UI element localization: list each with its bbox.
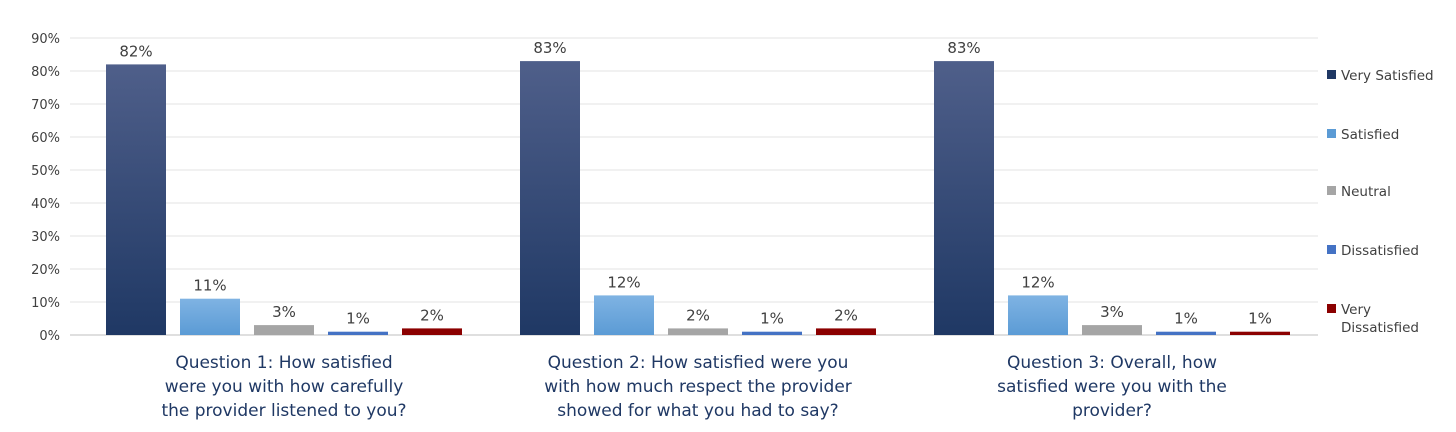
bar (180, 298, 240, 335)
legend-swatch (1327, 70, 1336, 79)
data-label: 2% (686, 306, 710, 324)
y-tick-label: 40% (31, 197, 60, 212)
bar (1230, 331, 1290, 335)
data-label: 82% (119, 42, 152, 60)
legend-label: Very Dissatisfied (1341, 302, 1419, 336)
y-tick-label: 20% (31, 263, 60, 278)
legend-swatch (1327, 186, 1336, 195)
data-label: 1% (346, 310, 370, 328)
legend: Very Satisfied Satisfied Neutral Dissatisfi… (1327, 68, 1434, 336)
y-tick-label: 90% (31, 32, 60, 47)
y-axis-ticks: 0% 10% 20% 30% 40% 50% 60% 70% 80% 90% (31, 32, 60, 344)
data-label: 1% (760, 310, 784, 328)
data-label: 2% (834, 306, 858, 324)
bar (742, 331, 802, 335)
bar (106, 64, 166, 336)
bar (1082, 325, 1142, 335)
bar (668, 328, 728, 335)
y-tick-label: 60% (31, 131, 60, 146)
data-label: 3% (272, 303, 296, 321)
bar (520, 61, 580, 335)
y-tick-label: 50% (31, 164, 60, 179)
data-label: 83% (947, 39, 980, 57)
category-label: Question 3: Overall, how satisfied were y… (997, 353, 1227, 421)
legend-label: Dissatisfied (1341, 243, 1419, 259)
category-label: Question 2: How satisfied were you with h… (544, 353, 852, 421)
data-label: 83% (533, 39, 566, 57)
bars (106, 61, 1290, 336)
y-tick-label: 10% (31, 296, 60, 311)
gridlines (70, 37, 1318, 336)
bar (1156, 331, 1216, 335)
legend-swatch (1327, 245, 1336, 254)
legend-swatch (1327, 304, 1336, 313)
bar (402, 328, 462, 335)
data-labels: 82% 83% 83% 11% 12% 12% 3% 2% 3% 1% 1% 1% 2% 2% 1% (119, 39, 1272, 328)
bar (254, 325, 314, 335)
data-label: 3% (1100, 303, 1124, 321)
bar (816, 328, 876, 335)
y-tick-label: 70% (31, 98, 60, 113)
category-label: Question 1: How satisfied were you with h… (161, 353, 406, 421)
data-label: 1% (1174, 310, 1198, 328)
y-tick-label: 0% (39, 329, 60, 344)
data-label: 12% (607, 273, 640, 291)
data-label: 11% (193, 277, 226, 295)
bar (594, 295, 654, 335)
legend-label: Very Satisfied (1341, 68, 1434, 84)
bar (328, 331, 388, 335)
y-tick-label: 80% (31, 65, 60, 80)
legend-label: Satisfied (1341, 127, 1399, 143)
bar (934, 61, 994, 335)
data-label: 12% (1021, 273, 1054, 291)
bar (1008, 295, 1068, 335)
legend-label: Neutral (1341, 184, 1391, 200)
data-label: 2% (420, 306, 444, 324)
y-tick-label: 30% (31, 230, 60, 245)
data-label: 1% (1248, 310, 1272, 328)
legend-swatch (1327, 129, 1336, 138)
category-labels: Question 1: How satisfied were you with h… (161, 353, 1226, 421)
